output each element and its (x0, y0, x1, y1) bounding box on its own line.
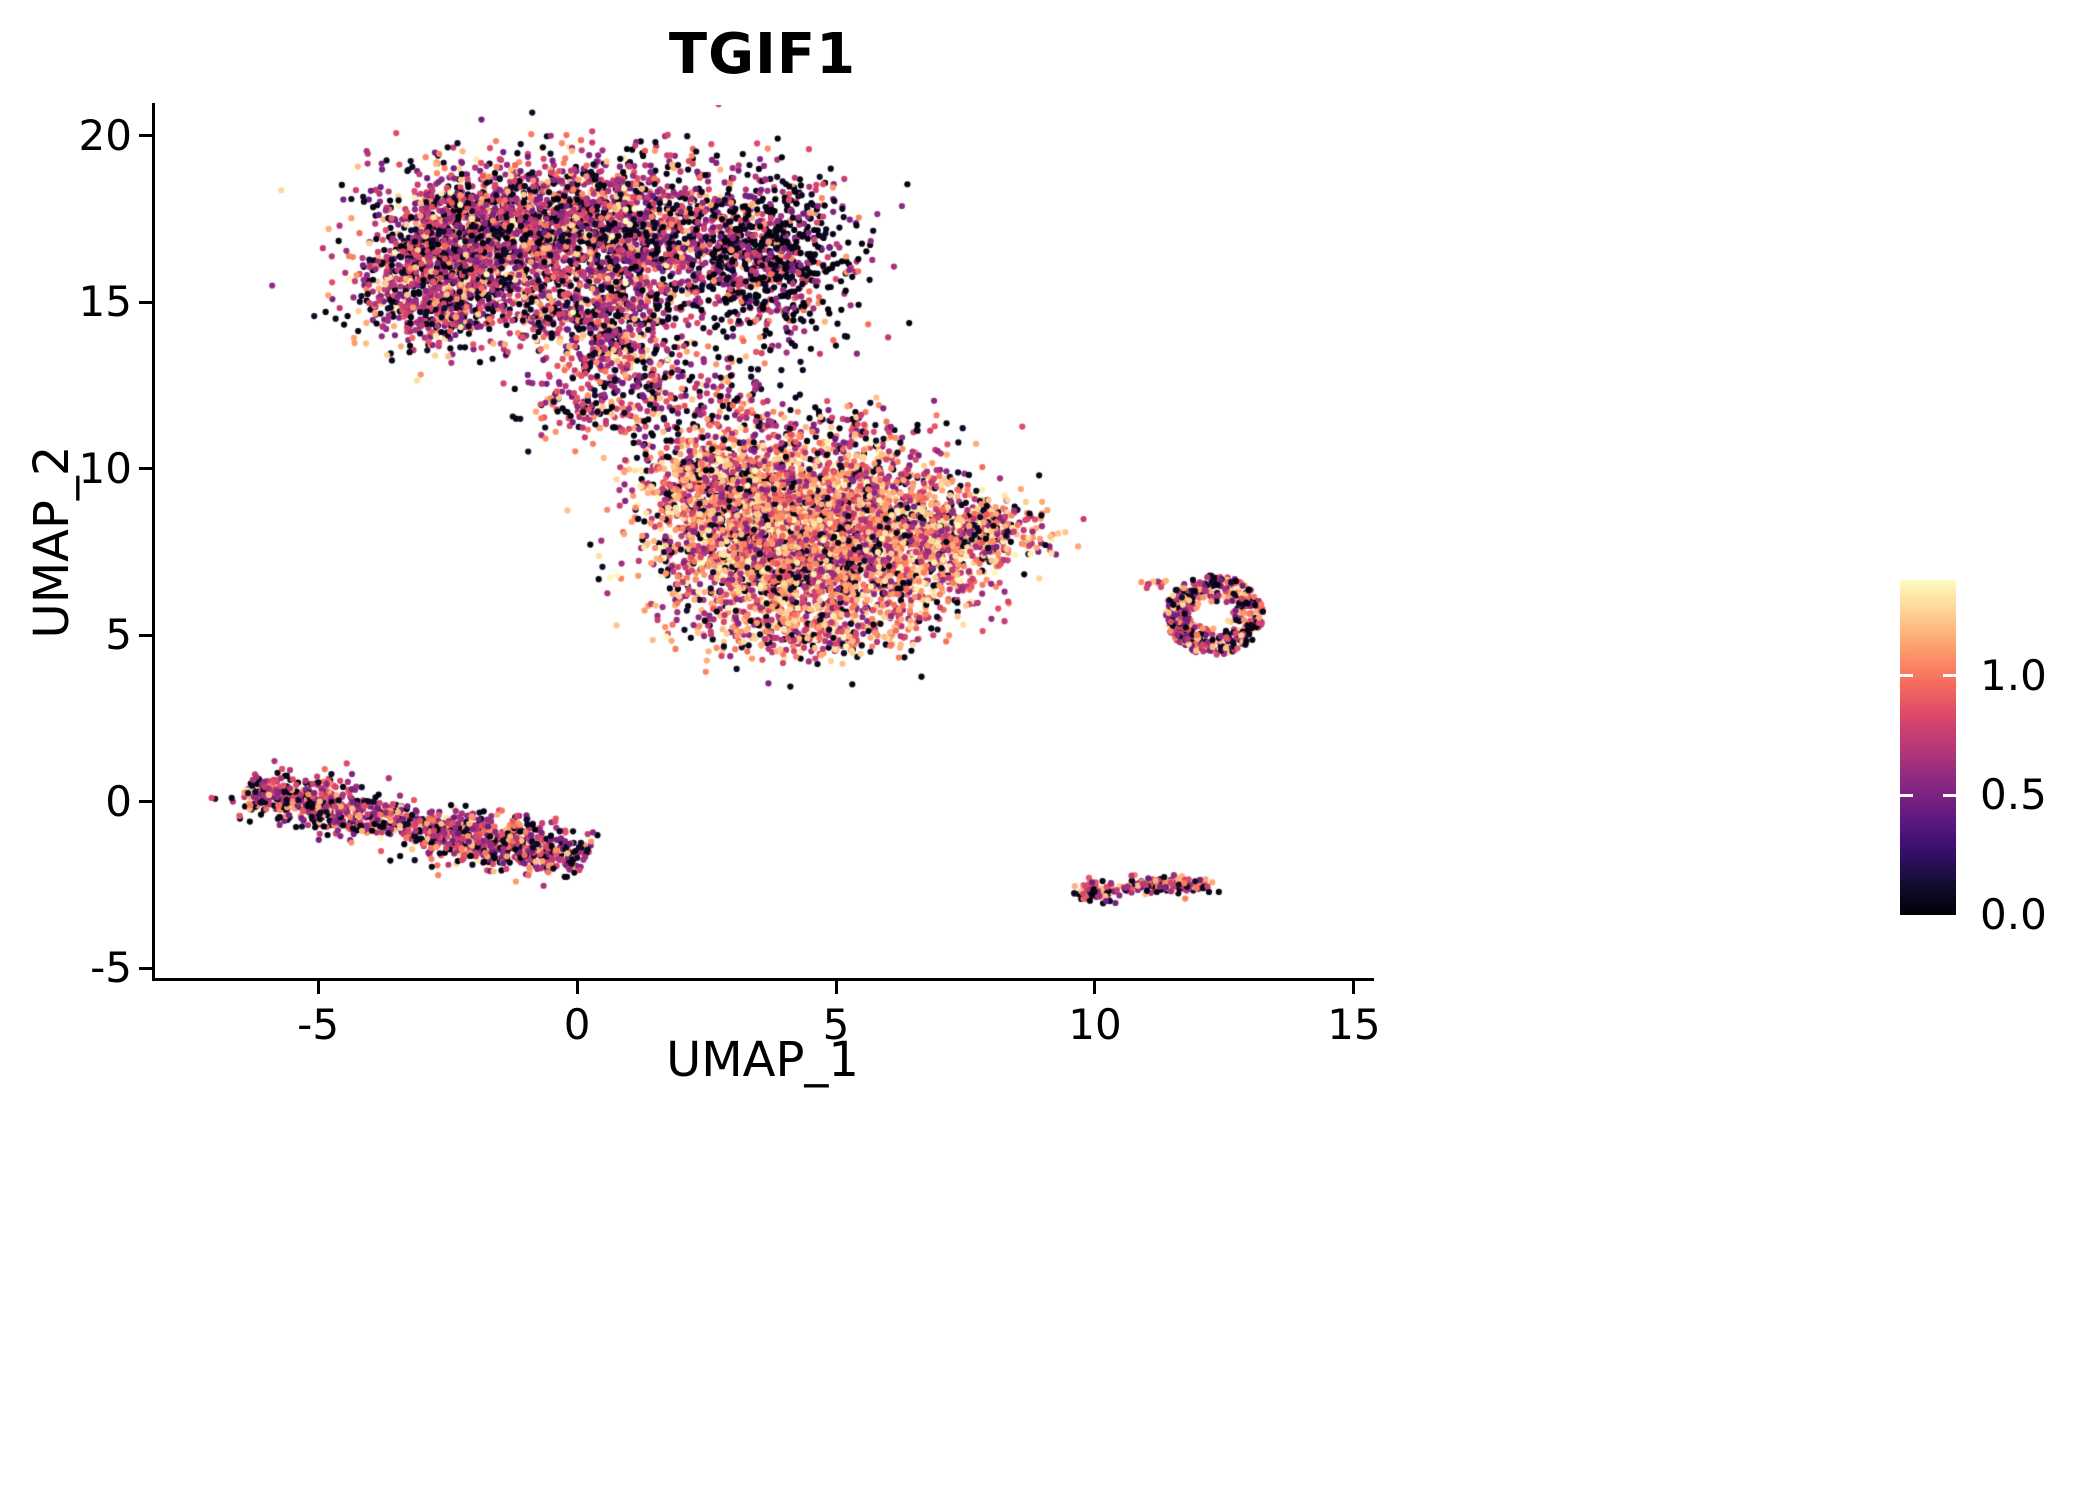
x-tick-label: 5 (822, 1000, 850, 1049)
x-tick-label: -5 (297, 1000, 340, 1049)
colorbar-gradient (1900, 580, 1956, 915)
x-tick-mark (834, 981, 838, 994)
y-tick-mark (139, 633, 152, 637)
plot-title: TGIF1 (668, 22, 857, 87)
x-axis-line (152, 978, 1374, 981)
y-tick-mark (139, 300, 152, 304)
x-tick-mark (316, 981, 320, 994)
colorbar-tick-mark (1900, 674, 1913, 678)
x-tick-label: 15 (1327, 1000, 1381, 1049)
y-tick-label: 15 (78, 277, 132, 327)
x-tick-label: 0 (563, 1000, 591, 1049)
y-tick-label: -5 (90, 943, 132, 992)
y-axis-line (152, 103, 155, 981)
umap-scatter-canvas (155, 105, 1370, 978)
y-tick-label: 20 (78, 110, 132, 160)
y-tick-label: 5 (105, 610, 132, 660)
colorbar-tick-label: 0.0 (1980, 890, 2047, 939)
colorbar-tick-label: 0.5 (1980, 770, 2047, 820)
x-axis-title: UMAP_1 (666, 1032, 859, 1088)
x-tick-mark (1352, 981, 1356, 994)
y-tick-mark (139, 467, 152, 471)
y-tick-label: 10 (78, 443, 132, 493)
colorbar-tick-mark (1943, 793, 1956, 797)
y-tick-label: 0 (105, 776, 132, 826)
colorbar-tick-mark (1900, 793, 1913, 797)
y-tick-mark (139, 966, 152, 970)
x-tick-label: 10 (1068, 1000, 1122, 1049)
y-tick-mark (139, 134, 152, 138)
colorbar-tick-label: 1.0 (1980, 650, 2047, 700)
x-tick-mark (575, 981, 579, 994)
x-tick-mark (1093, 981, 1097, 994)
y-tick-mark (139, 800, 152, 804)
colorbar-tick-mark (1943, 674, 1956, 678)
